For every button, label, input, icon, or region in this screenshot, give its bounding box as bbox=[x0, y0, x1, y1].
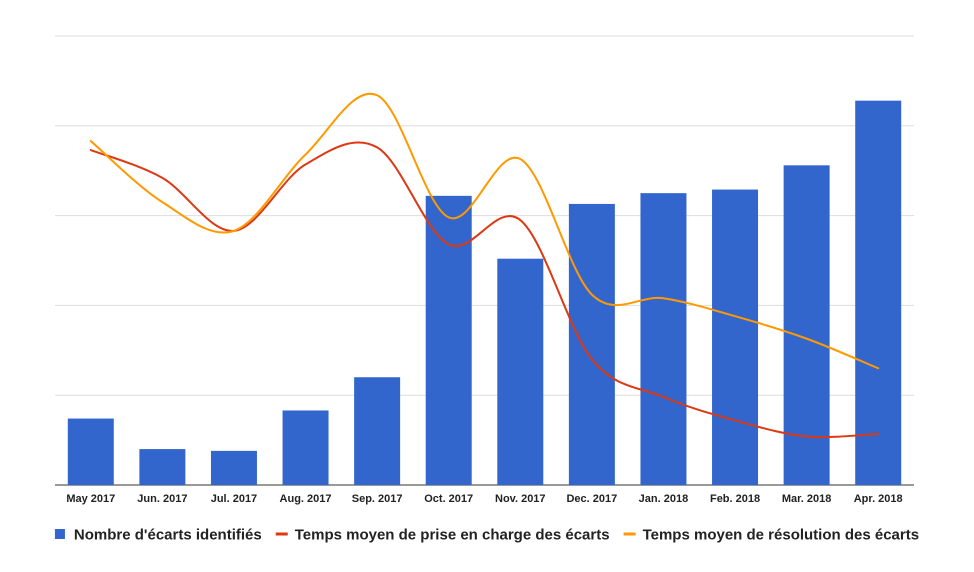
x-tick-label: Jan. 2018 bbox=[639, 493, 689, 505]
gridlines bbox=[55, 35, 914, 486]
legend-label: Temps moyen de résolution des écarts bbox=[643, 527, 919, 544]
x-tick-label: Oct. 2017 bbox=[424, 493, 473, 505]
bar-series bbox=[67, 100, 902, 486]
x-tick-label: Mar. 2018 bbox=[782, 493, 832, 505]
legend-swatch bbox=[54, 529, 65, 539]
bar-dec-2017 bbox=[568, 203, 615, 485]
x-tick-label: May 2017 bbox=[66, 493, 115, 505]
x-tick-label: Nov. 2017 bbox=[495, 493, 546, 505]
x-tick-label: Jun. 2017 bbox=[137, 493, 187, 505]
x-tick-label: Sep. 2017 bbox=[352, 493, 403, 505]
bar-jan-2018 bbox=[640, 193, 687, 485]
bar-oct-2017 bbox=[425, 195, 472, 485]
bar-jun-2017 bbox=[139, 449, 186, 485]
line-series bbox=[89, 92, 880, 439]
bar-may-2017 bbox=[67, 418, 114, 485]
line-resolution bbox=[89, 92, 880, 370]
bar-apr-2018 bbox=[855, 100, 902, 485]
legend-item-1[interactable]: Nombre d'écarts identifiés bbox=[54, 527, 262, 544]
bar-aug-2017 bbox=[282, 410, 329, 485]
x-tick-label: Feb. 2018 bbox=[710, 493, 760, 505]
bar-jul-2017 bbox=[210, 450, 257, 485]
x-tick-label: Dec. 2017 bbox=[566, 493, 617, 505]
bar-feb-2018 bbox=[712, 189, 759, 486]
legend-item-2[interactable]: Temps moyen de prise en charge des écart… bbox=[275, 527, 610, 544]
x-tick-label: Aug. 2017 bbox=[280, 493, 332, 505]
legend: Nombre d'écarts identifiés Temps moyen de… bbox=[54, 527, 919, 544]
legend-label: Nombre d'écarts identifiés bbox=[74, 527, 262, 544]
x-tick-label: Apr. 2018 bbox=[854, 493, 903, 505]
bar-mar-2018 bbox=[783, 165, 830, 485]
legend-item-3[interactable]: Temps moyen de résolution des écarts bbox=[623, 527, 919, 544]
bar-sep-2017 bbox=[354, 377, 401, 485]
bar-nov-2017 bbox=[497, 258, 544, 485]
x-tick-label: Jul. 2017 bbox=[211, 493, 257, 505]
x-axis-ticks: May 2017 Jun. 2017 Jul. 2017 Aug. 2017 Sep. … bbox=[66, 493, 902, 505]
legend-label: Temps moyen de prise en charge des écart… bbox=[295, 527, 610, 544]
